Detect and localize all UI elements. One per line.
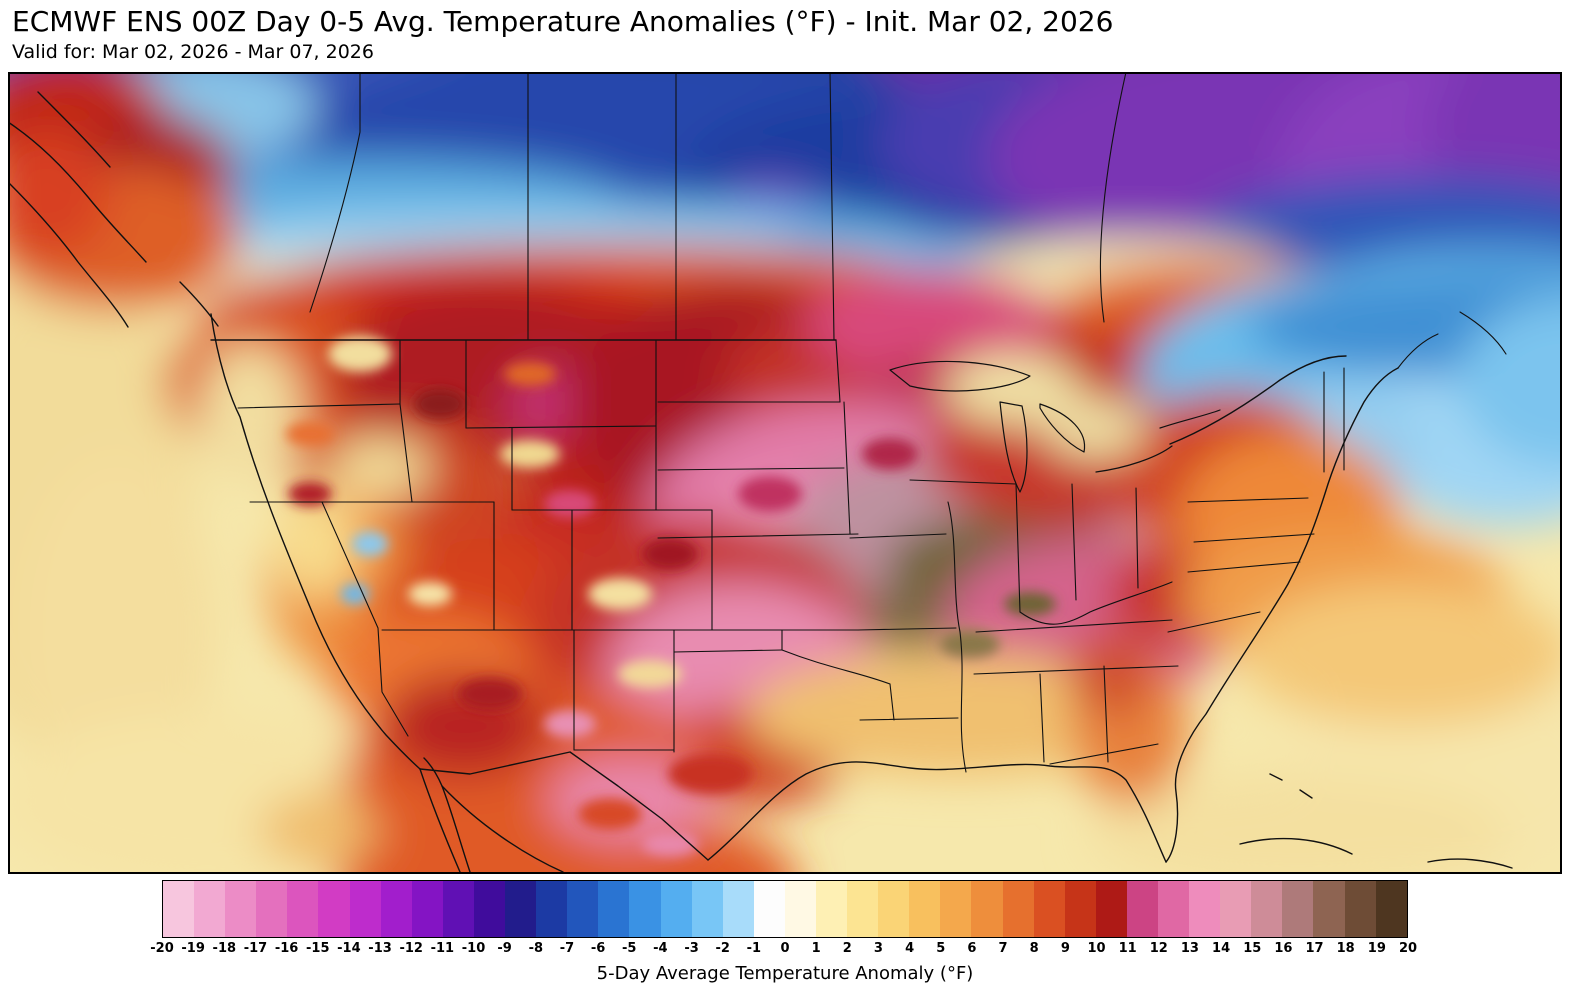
colorbar-tick: -18 — [212, 941, 237, 956]
colorbar-tick: -12 — [399, 941, 423, 956]
colorbar-tick: 2 — [842, 941, 852, 956]
colorbar-segment — [318, 881, 350, 937]
colorbar-tick: 3 — [873, 941, 883, 956]
colorbar-segment — [971, 881, 1003, 937]
colorbar-segment — [1095, 881, 1127, 937]
colorbar-segment — [1375, 881, 1407, 937]
colorbar-tick: 11 — [1118, 941, 1137, 956]
colorbar-area: -20 -19 -18 -17 -16 -15 -14 -13 -12 -11 -10 -9 -8 -7-… — [150, 880, 1417, 984]
colorbar-segment — [1251, 881, 1283, 937]
colorbar-segment — [722, 881, 754, 937]
map-frame — [8, 72, 1562, 874]
colorbar-tick: -19 — [181, 941, 205, 956]
colorbar-segment — [847, 881, 879, 937]
colorbar-segment — [256, 881, 288, 937]
colorbar-segment — [1064, 881, 1096, 937]
colorbar-tick: -15 — [306, 941, 330, 956]
colorbar-segment — [1189, 881, 1221, 937]
map-valid-period: Valid for: Mar 02, 2026 - Mar 07, 2026 — [12, 41, 374, 64]
colorbar-tick: 18 — [1336, 941, 1355, 956]
colorbar-tick: 8 — [1029, 941, 1039, 956]
colorbar-segment — [442, 881, 474, 937]
colorbar-segment — [473, 881, 506, 937]
colorbar-tick: 15 — [1243, 941, 1262, 956]
colorbar-segment — [411, 881, 443, 937]
colorbar-tick: -11 — [430, 941, 455, 956]
colorbar-tick: -17 — [243, 941, 268, 956]
colorbar-tick: 10 — [1087, 941, 1106, 956]
colorbar-tick: 9 — [1060, 941, 1070, 956]
colorbar-tick: -16 — [274, 941, 299, 956]
colorbar-segment — [940, 881, 972, 937]
anomaly-map — [8, 72, 1562, 874]
colorbar-segment — [1002, 881, 1034, 937]
colorbar-tick: -14 — [337, 941, 361, 956]
colorbar-tick: -20 — [150, 941, 174, 956]
colorbar-segment — [878, 881, 910, 937]
colorbar-tick: 13 — [1180, 941, 1199, 956]
colorbar-tick: 19 — [1367, 941, 1386, 956]
colorbar-segment — [815, 881, 848, 937]
colorbar-segment — [536, 881, 568, 937]
colorbar-segment — [1033, 881, 1065, 937]
colorbar-segment — [598, 881, 630, 937]
colorbar-segment — [380, 881, 412, 937]
colorbar-tick: -6 — [590, 941, 606, 956]
great-lakes-outline — [889, 360, 1221, 493]
anomaly-detail-blobs — [286, 336, 1056, 856]
colorbar-segment — [1158, 881, 1190, 937]
colorbar-tick: -4 — [653, 941, 668, 956]
coastline — [8, 91, 1513, 873]
colorbar-segment — [1126, 881, 1158, 937]
colorbar — [162, 880, 1408, 938]
colorbar-tick: -13 — [368, 941, 392, 956]
colorbar-tick: 6 — [967, 941, 977, 956]
colorbar-segment — [753, 881, 785, 937]
colorbar-tick: 16 — [1274, 941, 1293, 956]
colorbar-segment — [349, 881, 381, 937]
colorbar-tick: 12 — [1149, 941, 1168, 956]
colorbar-segment — [1220, 881, 1252, 937]
colorbar-segment — [287, 881, 319, 937]
colorbar-tick: -8 — [528, 941, 544, 956]
anomaly-blobs — [8, 72, 1562, 874]
colorbar-label: 5-Day Average Temperature Anomaly (°F) — [596, 963, 974, 984]
colorbar-tick: 14 — [1212, 941, 1231, 956]
colorbar-segment — [163, 881, 195, 937]
colorbar-tick: -5 — [622, 941, 637, 956]
colorbar-segment — [1344, 881, 1376, 937]
colorbar-segment — [691, 881, 723, 937]
colorbar-ticks: -20 -19 -18 -17 -16 -15 -14 -13 -12 -11 -10 -9 -8 -7-… — [150, 941, 1417, 959]
colorbar-segment — [909, 881, 941, 937]
colorbar-segment — [1313, 881, 1345, 937]
colorbar-tick: -10 — [461, 941, 486, 956]
map-title: ECMWF ENS 00Z Day 0-5 Avg. Temperature A… — [12, 5, 1114, 38]
colorbar-tick: 0 — [780, 941, 790, 956]
state-borders — [237, 339, 1345, 773]
colorbar-segment — [194, 881, 226, 937]
colorbar-tick: -1 — [746, 941, 762, 956]
colorbar-segment — [505, 881, 537, 937]
colorbar-segment — [784, 881, 816, 937]
province-borders — [309, 72, 1507, 369]
temperature-anomaly-field — [8, 72, 1562, 874]
colorbar-tick: 5 — [936, 941, 946, 956]
figure-header: ECMWF ENS 00Z Day 0-5 Avg. Temperature A… — [0, 0, 1570, 72]
colorbar-tick: 1 — [811, 941, 821, 956]
colorbar-tick: -9 — [497, 941, 512, 956]
colorbar-segment — [1282, 881, 1314, 937]
colorbar-tick: -7 — [559, 941, 575, 956]
colorbar-tick: -3 — [684, 941, 699, 956]
colorbar-segment — [225, 881, 257, 937]
colorbar-segment — [660, 881, 692, 937]
colorbar-tick: 7 — [998, 941, 1008, 956]
colorbar-tick: -2 — [715, 941, 730, 956]
colorbar-tick: 4 — [905, 941, 915, 956]
colorbar-segment — [629, 881, 661, 937]
colorbar-tick: 17 — [1305, 941, 1324, 956]
colorbar-segment — [567, 881, 599, 937]
colorbar-tick: 20 — [1398, 941, 1418, 956]
